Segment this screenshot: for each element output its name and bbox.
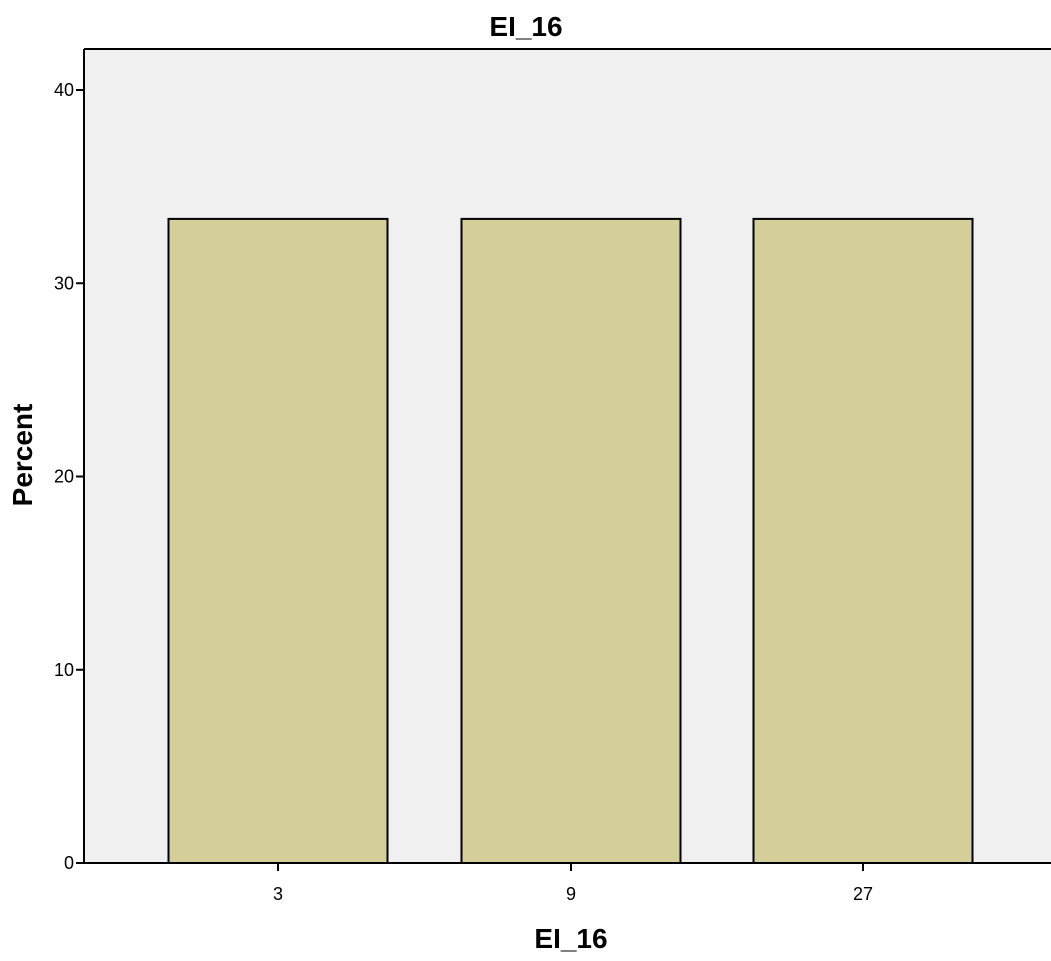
chart-title: EI_16 xyxy=(489,11,562,42)
y-tick-label: 10 xyxy=(54,660,74,680)
y-tick-label: 30 xyxy=(54,273,74,293)
x-tick-label: 3 xyxy=(273,884,283,904)
x-axis-label: EI_16 xyxy=(534,923,607,954)
y-axis-ticks: 0 10 20 30 40 xyxy=(54,80,84,873)
y-axis-label: Percent xyxy=(7,404,38,507)
bar-3 xyxy=(167,217,389,864)
x-tick-label: 9 xyxy=(566,884,576,904)
y-tick-label: 0 xyxy=(64,853,74,873)
x-axis-ticks: 3 9 27 xyxy=(273,863,873,904)
y-tick-label: 20 xyxy=(54,467,74,487)
bar-27 xyxy=(752,217,974,864)
bar-9 xyxy=(460,217,682,864)
y-tick-label: 40 xyxy=(54,80,74,100)
x-tick-label: 27 xyxy=(853,884,873,904)
bars-group xyxy=(167,217,974,864)
